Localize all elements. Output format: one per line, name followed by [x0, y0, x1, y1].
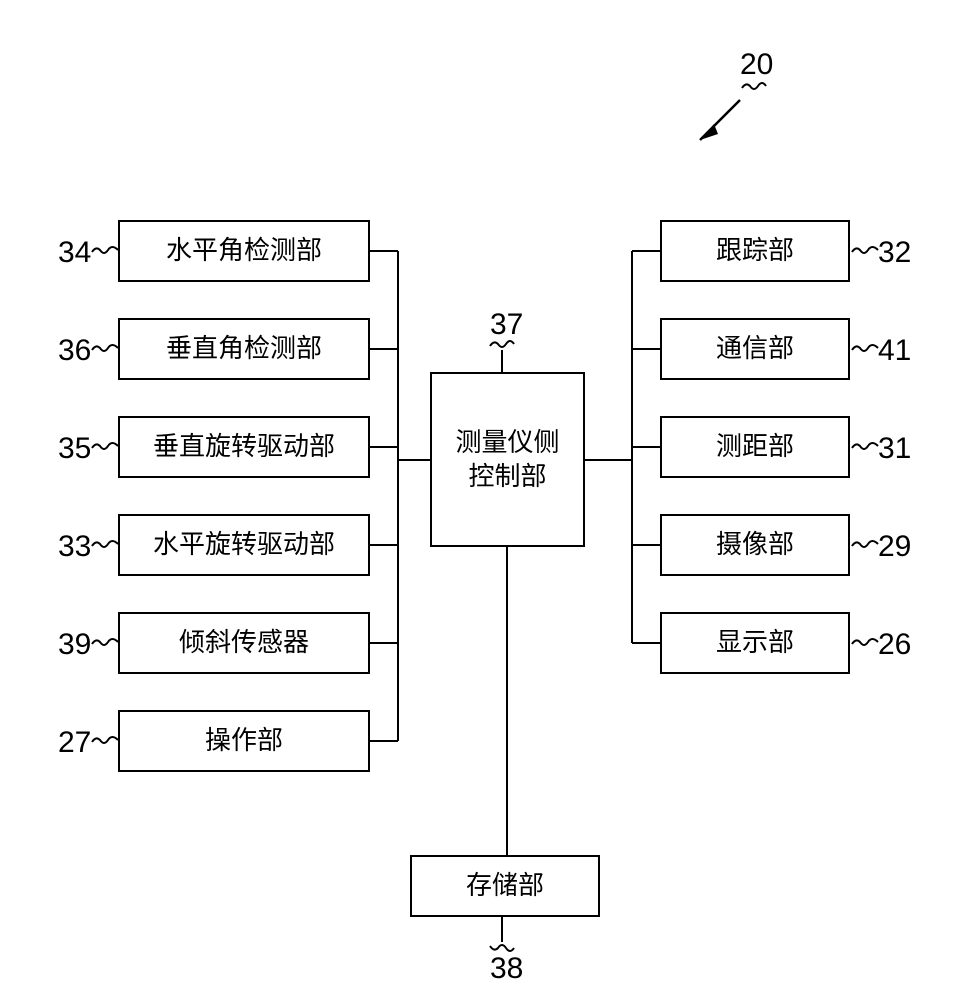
- right-ref-3: 29: [878, 530, 911, 564]
- diagram-ref-top: 20: [740, 48, 773, 82]
- left-ref-0: 34: [58, 236, 91, 270]
- center-control-box: 测量仪侧 控制部: [430, 372, 585, 547]
- right-block-2: 测距部: [660, 416, 850, 478]
- bottom-ref: 38: [490, 952, 523, 986]
- left-block-0: 水平角检测部: [118, 220, 370, 282]
- center-ref: 37: [490, 308, 523, 342]
- left-block-5: 操作部: [118, 710, 370, 772]
- right-ref-0: 32: [878, 236, 911, 270]
- bottom-storage-box: 存储部: [410, 855, 600, 917]
- right-ref-1: 41: [878, 334, 911, 368]
- left-block-3: 水平旋转驱动部: [118, 514, 370, 576]
- left-block-4: 倾斜传感器: [118, 612, 370, 674]
- right-block-1: 通信部: [660, 318, 850, 380]
- right-block-0: 跟踪部: [660, 220, 850, 282]
- left-block-2: 垂直旋转驱动部: [118, 416, 370, 478]
- left-block-1: 垂直角检测部: [118, 318, 370, 380]
- left-ref-3: 33: [58, 530, 91, 564]
- left-ref-4: 39: [58, 628, 91, 662]
- left-ref-1: 36: [58, 334, 91, 368]
- right-ref-4: 26: [878, 628, 911, 662]
- right-block-4: 显示部: [660, 612, 850, 674]
- left-ref-2: 35: [58, 432, 91, 466]
- right-ref-2: 31: [878, 432, 911, 466]
- left-ref-5: 27: [58, 726, 91, 760]
- right-block-3: 摄像部: [660, 514, 850, 576]
